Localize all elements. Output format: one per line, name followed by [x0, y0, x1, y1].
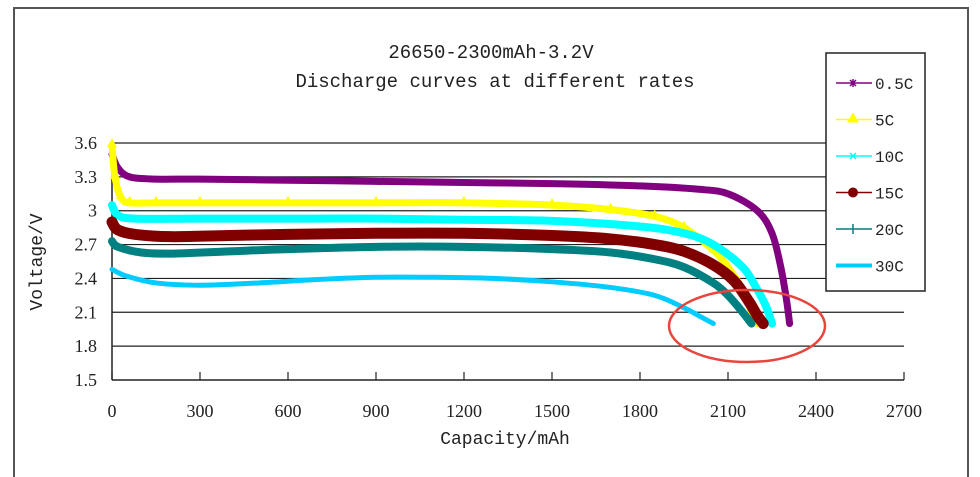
circle-marker-icon — [848, 188, 858, 198]
data-point — [462, 181, 466, 185]
data-point — [286, 247, 290, 251]
data-point — [374, 245, 378, 249]
data-point — [374, 231, 378, 235]
data-point — [286, 217, 290, 221]
data-point — [169, 252, 173, 256]
data-point — [550, 182, 554, 186]
chart-title: 26650-2300mAh-3.2V — [388, 42, 594, 64]
data-point — [154, 177, 158, 181]
data-point — [785, 299, 789, 303]
x-tick-label: 600 — [275, 401, 302, 421]
data-point — [755, 209, 759, 213]
data-point — [749, 322, 753, 326]
data-point — [638, 225, 642, 229]
x-tick-label: 1500 — [534, 401, 570, 421]
y-tick-label: 2.1 — [75, 302, 98, 322]
y-tick-label: 3 — [88, 201, 97, 221]
data-point — [682, 249, 686, 253]
legend-label: 20C — [875, 222, 904, 240]
data-point — [128, 175, 132, 179]
data-point — [198, 177, 202, 181]
data-point — [755, 314, 759, 318]
y-tick-label: 2.7 — [75, 235, 98, 255]
chart-subtitle: Discharge curves at different rates — [295, 71, 694, 93]
data-point — [286, 178, 290, 182]
legend-label: 5C — [875, 113, 894, 131]
data-point — [116, 228, 120, 232]
data-point — [227, 249, 231, 253]
data-point — [110, 220, 114, 224]
data-point — [374, 179, 378, 183]
x-tick-label: 2400 — [798, 401, 834, 421]
data-point — [732, 279, 736, 283]
legend-label: 15C — [875, 186, 904, 204]
x-tick-label: 2100 — [710, 401, 746, 421]
data-point — [550, 247, 554, 251]
data-point — [462, 218, 466, 222]
x-tick-label: 300 — [187, 401, 214, 421]
x-tick-label: 2700 — [886, 401, 922, 421]
x-axis-label: Capacity/mAh — [440, 430, 570, 450]
y-tick-label: 1.8 — [75, 336, 98, 356]
data-point — [770, 231, 774, 235]
data-point — [462, 245, 466, 249]
data-point — [711, 263, 715, 267]
data-point — [747, 299, 751, 303]
data-point — [550, 234, 554, 238]
series-line-30C — [112, 269, 713, 323]
data-point — [779, 265, 783, 269]
data-point — [133, 232, 137, 236]
data-point — [682, 231, 686, 235]
data-point — [770, 322, 774, 326]
data-point — [116, 213, 120, 217]
data-point — [286, 232, 290, 236]
data-point — [682, 265, 686, 269]
data-point — [711, 281, 715, 285]
data-point — [609, 237, 613, 241]
data-point — [726, 192, 730, 196]
y-tick-label: 1.5 — [75, 370, 98, 390]
data-point — [139, 250, 143, 254]
y-tick-label: 2.4 — [75, 268, 98, 288]
data-point — [653, 243, 657, 247]
series-line-20C — [112, 241, 751, 323]
data-point — [653, 257, 657, 261]
data-point — [638, 184, 642, 188]
x-tick-label: 1800 — [622, 401, 658, 421]
data-point — [116, 245, 120, 249]
data-point — [726, 293, 730, 297]
x-tick-label: 0 — [108, 401, 117, 421]
data-point — [764, 305, 768, 309]
data-point — [198, 217, 202, 221]
data-point — [133, 217, 137, 221]
data-point — [110, 203, 114, 207]
data-point — [741, 265, 745, 269]
series-line-15C — [112, 222, 763, 324]
data-point — [462, 231, 466, 235]
data-point — [110, 239, 114, 243]
data-point — [761, 322, 765, 326]
data-point — [609, 250, 613, 254]
legend-label: 30C — [875, 259, 904, 277]
data-point — [711, 243, 715, 247]
legend-label: 0.5C — [875, 76, 913, 94]
y-axis-label: Voltage/V — [28, 213, 48, 310]
y-tick-label: 3.3 — [75, 167, 98, 187]
x-tick-label: 900 — [363, 401, 390, 421]
data-point — [741, 310, 745, 314]
x-tick-label: 1200 — [446, 401, 482, 421]
data-point — [169, 235, 173, 239]
data-point — [374, 217, 378, 221]
y-tick-label: 3.6 — [75, 133, 98, 153]
legend-label: 10C — [875, 149, 904, 167]
data-point — [697, 187, 701, 191]
data-point — [788, 322, 792, 326]
data-point — [550, 219, 554, 223]
data-point — [227, 234, 231, 238]
